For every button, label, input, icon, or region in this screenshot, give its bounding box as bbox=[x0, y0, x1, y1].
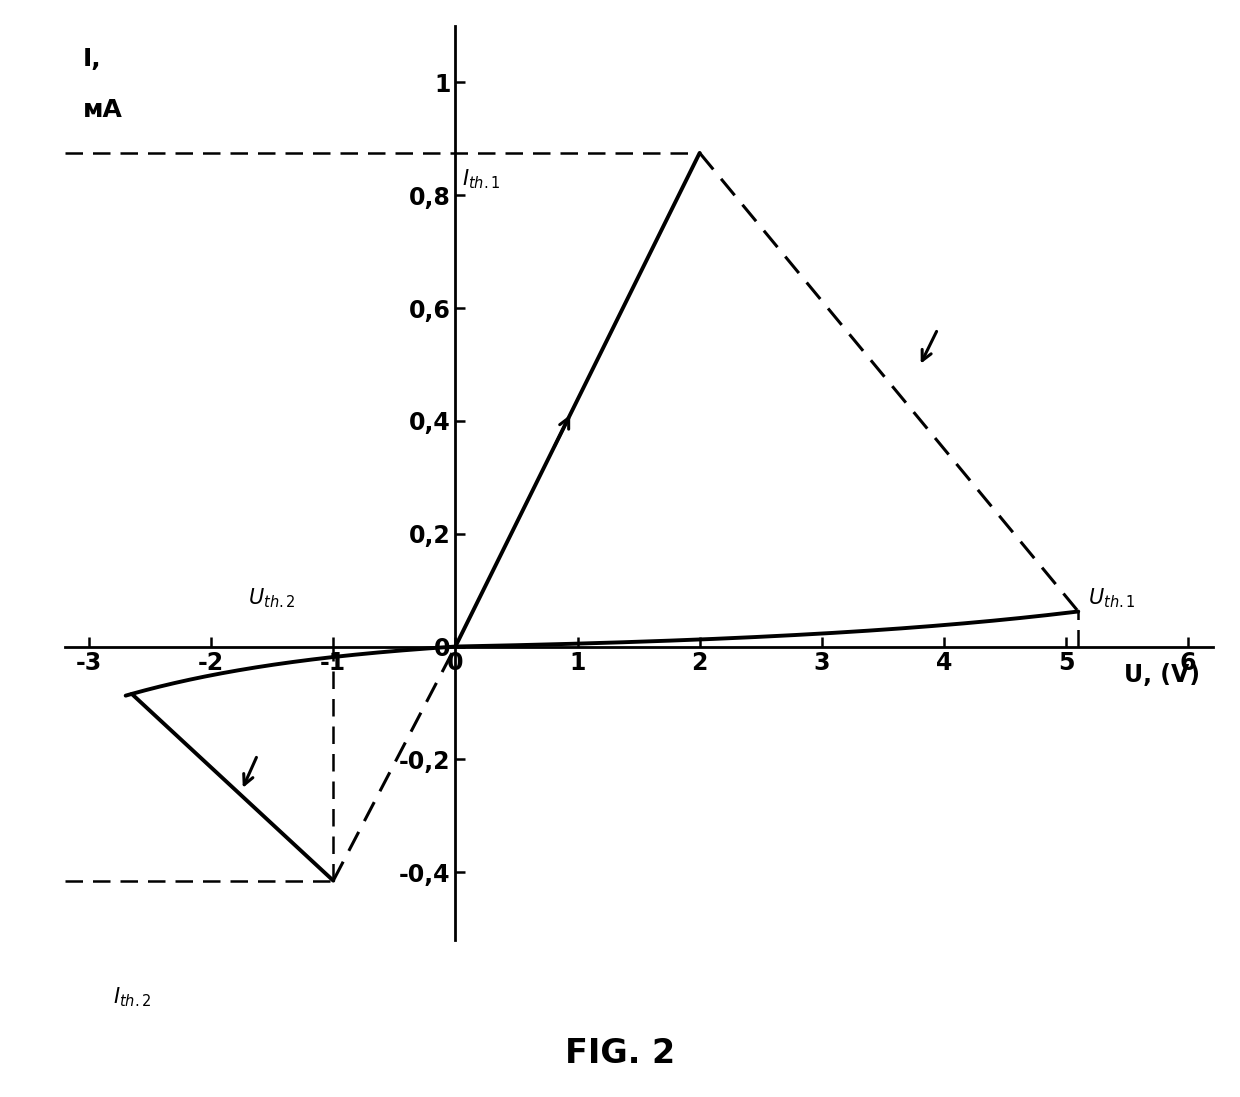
Text: мА: мА bbox=[83, 98, 123, 122]
Text: FIG. 2: FIG. 2 bbox=[565, 1037, 675, 1070]
Text: $I_{th.1}$: $I_{th.1}$ bbox=[461, 167, 500, 191]
Text: I,: I, bbox=[83, 47, 102, 71]
Text: $U_{th.1}$: $U_{th.1}$ bbox=[1087, 586, 1136, 610]
Text: $I_{th.2}$: $I_{th.2}$ bbox=[113, 985, 153, 1008]
Text: U, (V): U, (V) bbox=[1125, 664, 1200, 688]
Text: $U_{th.2}$: $U_{th.2}$ bbox=[248, 586, 295, 610]
